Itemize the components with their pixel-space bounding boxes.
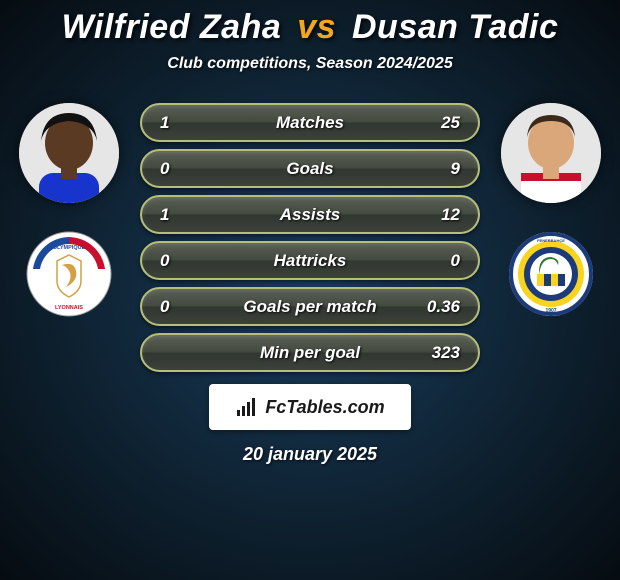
stat-row-assists: 1 Assists 12 <box>140 195 480 234</box>
stat-label: Min per goal <box>200 343 420 363</box>
title-player1: Wilfried Zaha <box>62 8 282 46</box>
stat-row-matches: 1 Matches 25 <box>140 103 480 142</box>
stat-label: Hattricks <box>200 251 420 271</box>
stat-row-min-per-goal: Min per goal 323 <box>140 333 480 372</box>
player2-club-badge: FENERBAHÇE 1907 <box>508 231 594 317</box>
title-player2: Dusan Tadic <box>352 8 558 46</box>
stat-row-hattricks: 0 Hattricks 0 <box>140 241 480 280</box>
stat-right-value: 9 <box>420 159 460 179</box>
player2-avatar <box>501 103 601 203</box>
svg-text:OLYMPIQUE: OLYMPIQUE <box>53 245 86 251</box>
branding-text: FcTables.com <box>265 397 384 418</box>
fctables-logo-icon <box>235 396 257 418</box>
stat-left-value: 0 <box>160 297 200 317</box>
svg-text:1907: 1907 <box>545 308 556 314</box>
stats-table: 1 Matches 25 0 Goals 9 1 Assists 12 0 Ha… <box>140 103 480 372</box>
stat-left-value: 0 <box>160 251 200 271</box>
date-text: 20 january 2025 <box>243 444 377 465</box>
stat-left-value: 1 <box>160 205 200 225</box>
player1-avatar <box>19 103 119 203</box>
stat-row-goals: 0 Goals 9 <box>140 149 480 188</box>
svg-text:FENERBAHÇE: FENERBAHÇE <box>537 238 565 243</box>
player1-column: OLYMPIQUE LYONNAIS <box>10 103 128 317</box>
comparison-title: Wilfried Zaha vs Dusan Tadic <box>62 8 559 47</box>
stat-right-value: 0.36 <box>420 297 460 317</box>
stat-left-value: 0 <box>160 159 200 179</box>
comparison-body: OLYMPIQUE LYONNAIS 1 Matches 25 0 Goals … <box>0 103 620 372</box>
stat-label: Matches <box>200 113 420 133</box>
stat-label: Assists <box>200 205 420 225</box>
stat-left-value: 1 <box>160 113 200 133</box>
branding-box: FcTables.com <box>209 384 410 430</box>
stat-right-value: 0 <box>420 251 460 271</box>
player2-column: FENERBAHÇE 1907 <box>492 103 610 317</box>
stat-label: Goals per match <box>200 297 420 317</box>
stat-right-value: 323 <box>420 343 460 363</box>
stat-right-value: 12 <box>420 205 460 225</box>
stat-row-goals-per-match: 0 Goals per match 0.36 <box>140 287 480 326</box>
comparison-card: Wilfried Zaha vs Dusan Tadic Club compet… <box>0 0 620 465</box>
player1-club-badge: OLYMPIQUE LYONNAIS <box>26 231 112 317</box>
svg-text:LYONNAIS: LYONNAIS <box>55 305 83 311</box>
title-vs: vs <box>297 8 336 46</box>
subtitle: Club competitions, Season 2024/2025 <box>167 55 452 73</box>
stat-label: Goals <box>200 159 420 179</box>
stat-right-value: 25 <box>420 113 460 133</box>
